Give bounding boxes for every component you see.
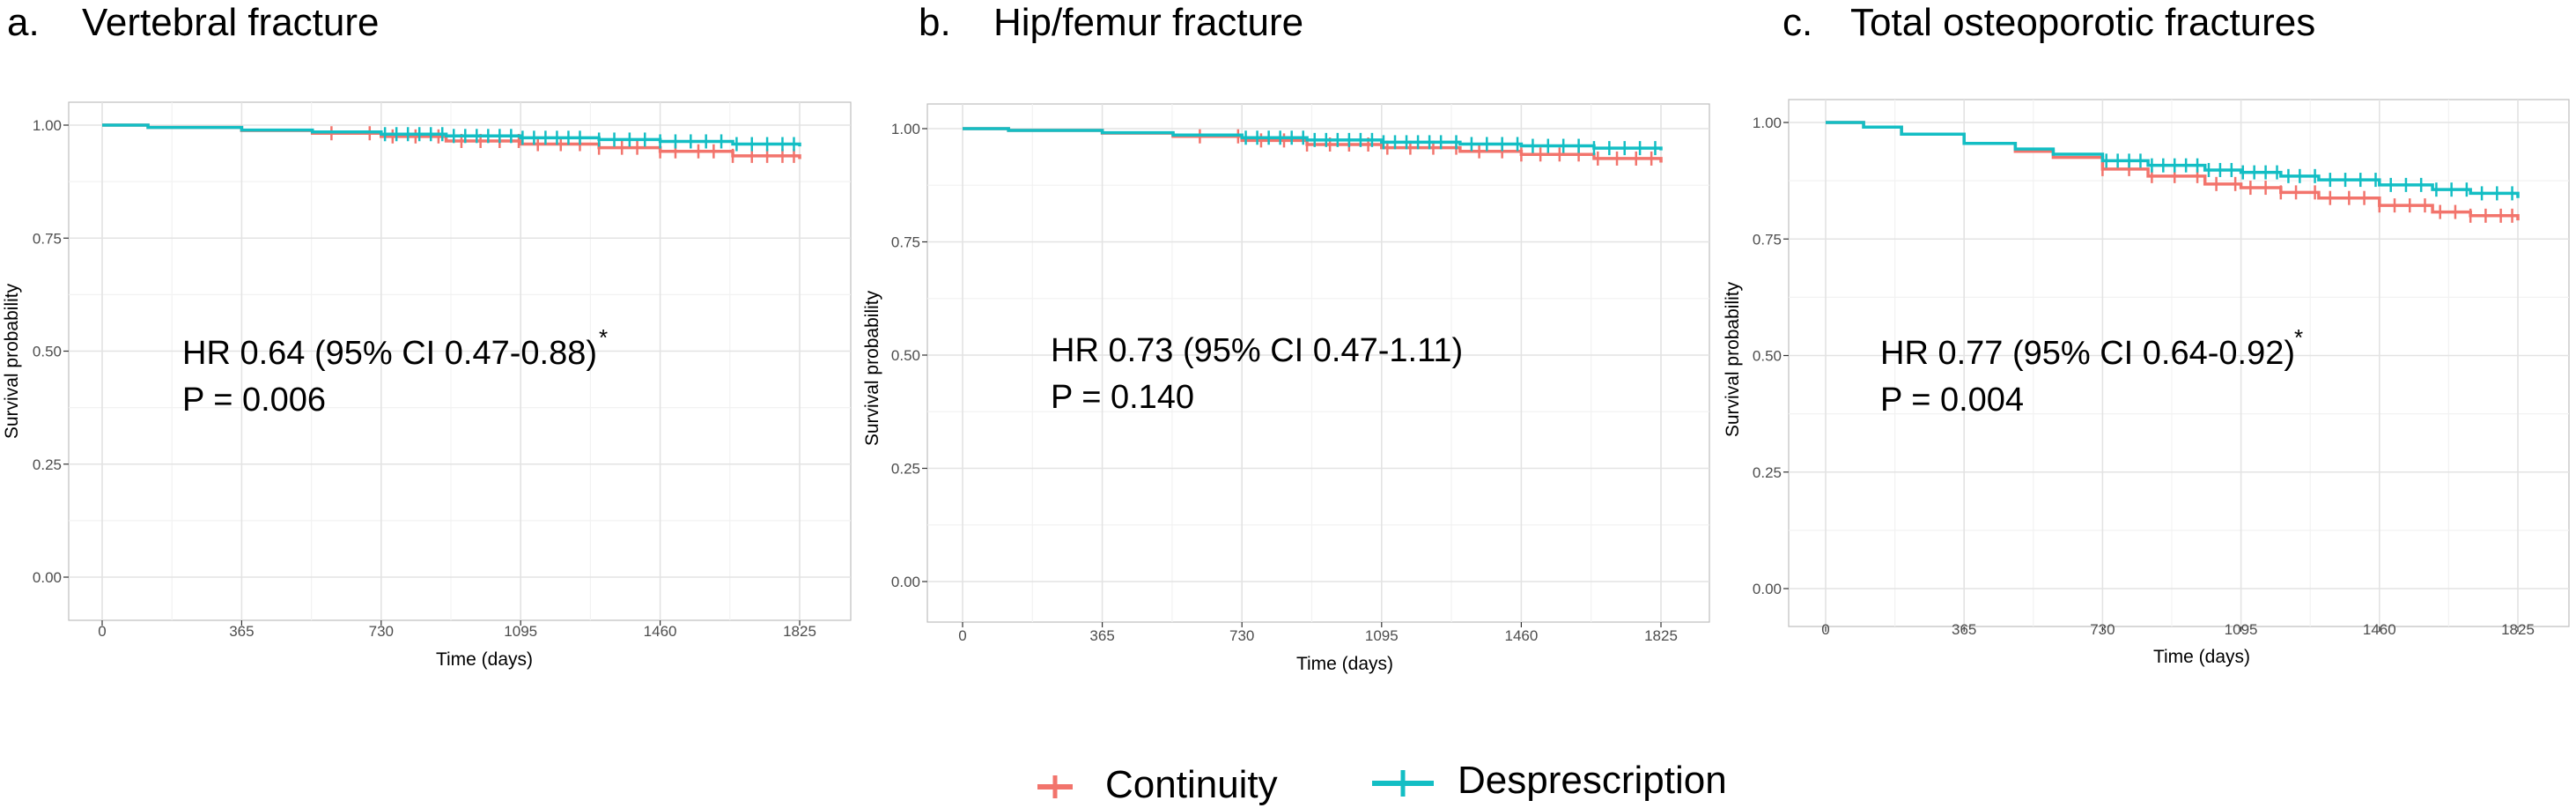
panel-a-ylabel: Survival probability	[2, 283, 22, 439]
legend-label-continuity: Continuity	[1105, 763, 1278, 806]
panel-a-hr-star: *	[599, 324, 608, 351]
x-tick-label: 1825	[783, 623, 816, 640]
x-tick-label: 730	[369, 623, 394, 640]
x-tick-label: 1095	[504, 623, 537, 640]
panel-a-grid	[69, 102, 851, 620]
panel-b-ylabel: Survival probability	[862, 290, 882, 446]
y-tick-label: 1.00	[891, 121, 920, 137]
panel-a-plot-area	[68, 101, 852, 621]
panel-c-hr-text: HR 0.77 (95% CI 0.64-0.92)	[1880, 335, 2295, 372]
panel-hip-femur-fracture: b. Hip/femur fracture 0 365 730 1095 1460 182…	[862, 1, 1710, 674]
panel-a-ticks: 0 365 730 1095 1460 1825 0.00 0.25 0.50 0.75 1.00	[33, 117, 816, 640]
km-curve-desprescription	[102, 123, 801, 147]
legend-item-continuity: Continuity	[1037, 763, 1278, 806]
x-tick-label: 1460	[1504, 627, 1538, 644]
x-tick-label: 0	[958, 627, 966, 644]
y-tick-label: 0.75	[1753, 231, 1782, 248]
panel-c-p-value: P = 0.004	[1880, 382, 2024, 419]
x-tick-label: 730	[1229, 627, 1254, 644]
y-tick-label: 0.50	[891, 347, 920, 364]
panel-c-grid	[1789, 100, 2569, 626]
panel-c-xlabel: Time (days)	[2153, 647, 2250, 667]
x-tick-label: 1460	[2363, 621, 2396, 638]
x-tick-label: 1095	[2225, 621, 2258, 638]
panel-a-xlabel: Time (days)	[436, 649, 533, 670]
y-tick-label: 0.00	[891, 574, 920, 590]
panel-b-letter: b.	[919, 1, 951, 44]
km-curve-desprescription	[963, 127, 1663, 151]
panel-c-curves	[1826, 121, 2520, 223]
x-tick-label: 1825	[2501, 621, 2535, 638]
panel-b-curves	[963, 127, 1663, 166]
x-tick-label: 1460	[644, 623, 677, 640]
panel-a-letter: a.	[7, 1, 40, 44]
panel-c-plot-area	[1788, 99, 2570, 627]
panel-c-hr-star: *	[2294, 324, 2303, 351]
y-tick-label: 0.75	[33, 230, 62, 247]
x-tick-label: 1095	[1365, 627, 1399, 644]
panel-c-ticks: 0 365 730 1095 1460 1825 0.00 0.25 0.50 0.75 1.00	[1753, 115, 2535, 638]
panel-a-title: Vertebral fracture	[82, 1, 380, 44]
panel-b-grid	[927, 104, 1709, 622]
x-tick-label: 365	[1952, 621, 1976, 638]
panel-a-hr-text: HR 0.64 (95% CI 0.47-0.88)	[182, 335, 597, 372]
panel-c-title: Total osteoporotic fractures	[1850, 1, 2315, 44]
y-tick-label: 0.75	[891, 234, 920, 251]
y-tick-label: 0.50	[1753, 348, 1782, 365]
legend-item-desprescription: Desprescription	[1372, 759, 1727, 802]
y-tick-label: 0.25	[891, 461, 920, 478]
panel-a-p-value: P = 0.006	[182, 382, 326, 419]
panel-b-ticks: 0 365 730 1095 1460 1825 0.00 0.25 0.50 0.75 1.00	[891, 121, 1678, 644]
legend-label-desprescription: Desprescription	[1458, 759, 1727, 802]
y-tick-label: 0.25	[33, 456, 62, 473]
panel-b-hr-text: HR 0.73 (95% CI 0.47-1.11)	[1051, 332, 1463, 369]
panel-c-letter: c.	[1783, 1, 1812, 44]
km-curve-desprescription	[1826, 121, 2520, 198]
y-tick-label: 0.00	[33, 569, 62, 586]
y-tick-label: 0.25	[1753, 464, 1782, 481]
x-tick-label: 365	[1089, 627, 1114, 644]
y-tick-label: 0.00	[1753, 581, 1782, 597]
panel-vertebral-fracture: a. Vertebral fracture 0 365 730 1095 1460 182…	[2, 1, 852, 670]
panel-b-plot-area	[926, 103, 1710, 623]
x-tick-label: 0	[98, 623, 106, 640]
y-tick-label: 0.50	[33, 344, 62, 360]
panel-a-curves	[102, 123, 801, 163]
legend: Continuity Desprescription	[1037, 759, 1727, 806]
x-tick-label: 730	[2090, 621, 2115, 638]
x-tick-label: 365	[229, 623, 254, 640]
panel-c-ylabel: Survival probability	[1723, 281, 1743, 437]
panel-b-p-value: P = 0.140	[1051, 379, 1194, 416]
y-tick-label: 1.00	[1753, 115, 1782, 131]
panel-b-xlabel: Time (days)	[1296, 654, 1393, 674]
x-tick-label: 0	[1821, 621, 1829, 638]
panel-b-title: Hip/femur fracture	[993, 1, 1303, 44]
y-tick-label: 1.00	[33, 117, 62, 134]
x-tick-label: 1825	[1644, 627, 1678, 644]
panel-total-osteoporotic-fractures: c. Total osteoporotic fractures 0 365 730 1…	[1723, 1, 2570, 667]
